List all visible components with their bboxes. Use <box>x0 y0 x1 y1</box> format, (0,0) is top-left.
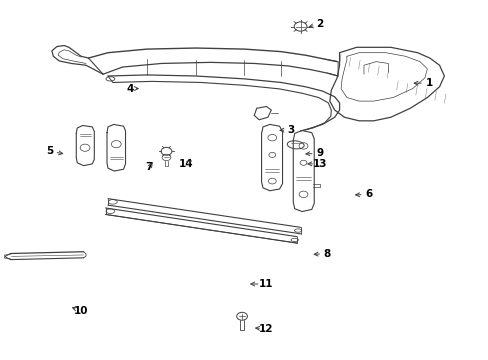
Text: 8: 8 <box>323 248 330 258</box>
Text: 11: 11 <box>259 279 273 289</box>
Text: 1: 1 <box>426 78 432 88</box>
Text: 4: 4 <box>126 84 133 94</box>
Text: 14: 14 <box>178 159 193 169</box>
Text: 3: 3 <box>286 125 294 135</box>
Text: 5: 5 <box>46 146 53 156</box>
Text: 6: 6 <box>365 189 372 199</box>
Text: 13: 13 <box>312 159 326 169</box>
Text: 9: 9 <box>316 148 323 158</box>
Text: 7: 7 <box>145 162 153 172</box>
Text: 2: 2 <box>316 19 323 29</box>
Text: 10: 10 <box>74 306 88 316</box>
Text: 12: 12 <box>259 324 273 334</box>
